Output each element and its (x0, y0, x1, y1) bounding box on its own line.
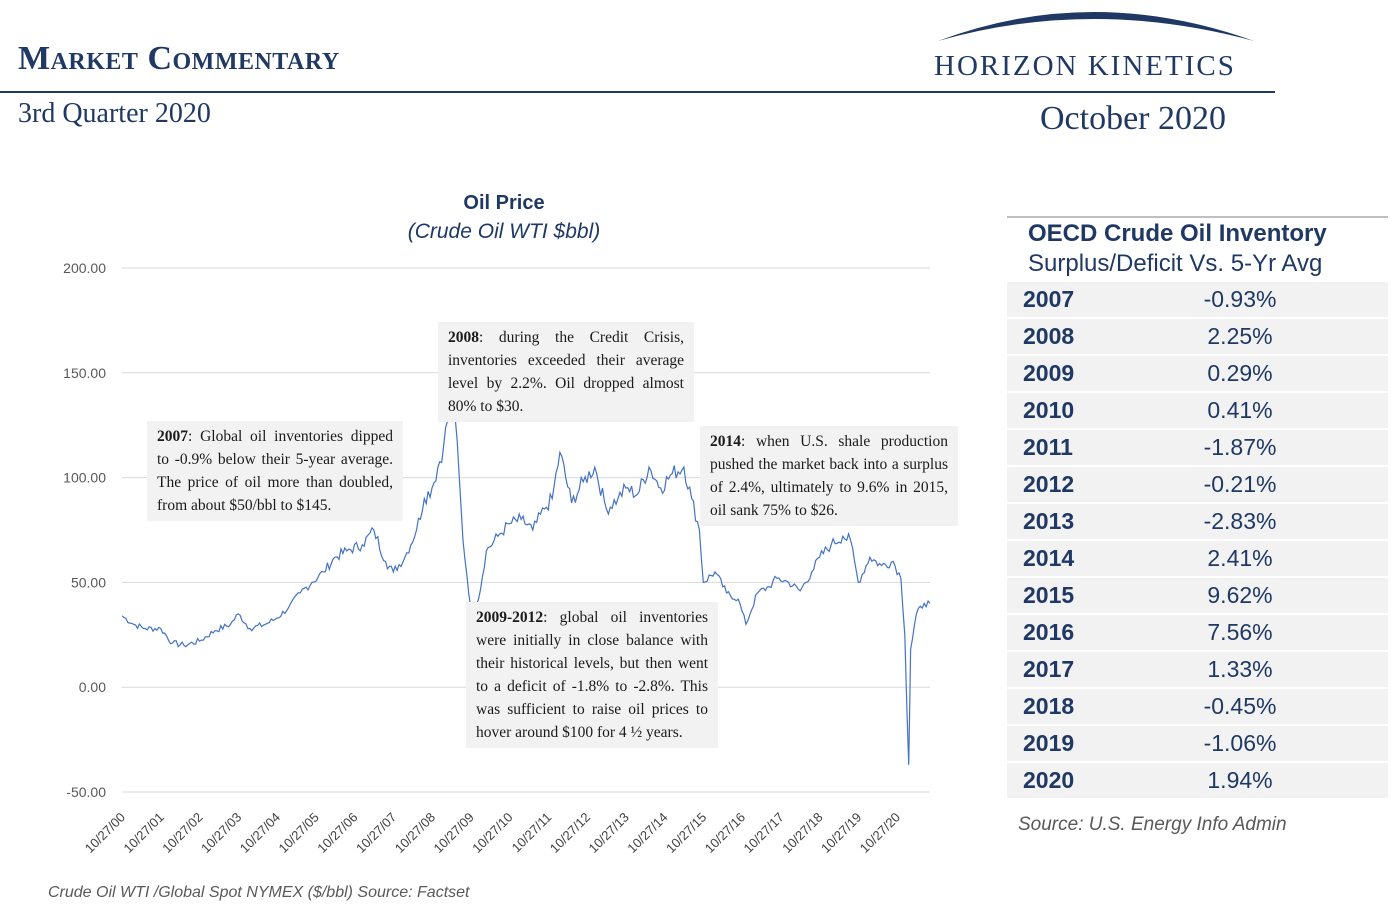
table-row: 2015 9.62% (1007, 578, 1388, 615)
row-year: 2020 (1023, 767, 1075, 793)
x-tick-label: 10/27/08 (392, 810, 438, 856)
x-tick-label: 10/27/16 (702, 810, 748, 856)
table-row: 2017 1.33% (1007, 652, 1388, 689)
table-row: 2008 2.25% (1007, 319, 1388, 356)
x-tick-label: 10/27/18 (779, 810, 825, 856)
row-value: 0.41% (1207, 397, 1273, 423)
row-value: 2.41% (1207, 545, 1273, 571)
x-tick-label: 10/27/05 (275, 810, 321, 856)
table-row: 2018 -0.45% (1007, 689, 1388, 726)
row-year: 2016 (1023, 619, 1075, 645)
y-tick-label: 50.00 (71, 574, 106, 590)
y-tick-label: -50.00 (66, 784, 106, 800)
report-date: October 2020 (1040, 100, 1227, 137)
table-row: 2011 -1.87% (1007, 430, 1388, 467)
y-tick-label: 0.00 (79, 679, 106, 695)
table-row: 2014 2.41% (1007, 541, 1388, 578)
x-tick-label: 10/27/07 (353, 810, 399, 856)
table-row: 2016 7.56% (1007, 615, 1388, 652)
annotation-text: : when U.S. shale production pushed the … (710, 433, 948, 519)
y-tick-label: 150.00 (63, 365, 106, 381)
row-year: 2018 (1023, 693, 1075, 719)
chart-source: Crude Oil WTI /Global Spot NYMEX ($/bbl)… (48, 884, 470, 901)
table-row: 2012 -0.21% (1007, 467, 1388, 504)
row-year: 2007 (1023, 286, 1075, 312)
x-tick-label: 10/27/03 (198, 810, 244, 856)
x-tick-label: 10/27/02 (159, 810, 205, 856)
annotation-lead: 2014 (710, 433, 741, 450)
document-title: Market Commentary (18, 40, 340, 77)
annotation-2009-2012: 2009-2012: global oil inventories were i… (466, 602, 718, 748)
x-tick-label: 10/27/04 (237, 810, 283, 856)
row-year: 2013 (1023, 508, 1075, 534)
table-row: 2013 -2.83% (1007, 504, 1388, 541)
row-value: -0.21% (1203, 471, 1277, 497)
inventory-subtitle: Surplus/Deficit Vs. 5-Yr Avg (1028, 250, 1323, 277)
row-value: 7.56% (1207, 619, 1273, 645)
row-year: 2017 (1023, 656, 1075, 682)
x-tick-label: 10/27/15 (663, 810, 709, 856)
annotation-2007: 2007: Global oil inventories dipped to -… (147, 421, 403, 521)
annotation-lead: 2009-2012 (476, 609, 544, 626)
oil-price-chart: 200.00 150.00 100.00 50.00 0.00 -50.00 10/27/… (63, 260, 931, 856)
row-year: 2009 (1023, 360, 1075, 386)
annotation-lead: 2008 (448, 329, 479, 346)
x-tick-label: 10/27/13 (586, 810, 632, 856)
annotation-2008: 2008: during the Credit Crisis, inventor… (438, 322, 694, 422)
annotation-lead: 2007 (157, 428, 188, 445)
row-value: -0.93% (1203, 286, 1277, 312)
header-rule (0, 91, 1275, 93)
inventory-table: OECD Crude Oil Inventory Surplus/Deficit… (1007, 216, 1388, 800)
row-year: 2012 (1023, 471, 1075, 497)
x-tick-label: 10/27/06 (314, 810, 360, 856)
chart-title: Oil Price (463, 192, 545, 214)
inventory-source: Source: U.S. Energy Info Admin (1018, 814, 1287, 835)
annotation-text: : during the Credit Crisis, inventories … (448, 329, 684, 415)
x-tick-label: 10/27/00 (82, 810, 128, 856)
row-year: 2010 (1023, 397, 1075, 423)
brand-name: HORIZON KINETICS (934, 50, 1236, 82)
row-year: 2008 (1023, 323, 1075, 349)
row-value: -1.87% (1203, 434, 1277, 460)
table-top-rule (1007, 216, 1388, 218)
row-value: -1.06% (1203, 730, 1277, 756)
x-tick-label: 10/27/12 (547, 810, 593, 856)
horizon-kinetics-logo (938, 12, 1254, 41)
oil-price-line (121, 393, 931, 765)
row-year: 2015 (1023, 582, 1075, 608)
x-tick-label: 10/27/19 (818, 810, 864, 856)
table-row: 2020 1.94% (1007, 763, 1388, 800)
row-value: 9.62% (1207, 582, 1273, 608)
inventory-title: OECD Crude Oil Inventory (1028, 220, 1327, 247)
chart-subtitle: (Crude Oil WTI $bbl) (407, 220, 601, 243)
table-row: 2007 -0.93% (1007, 282, 1388, 319)
inventory-rows: 2007 -0.93% 2008 2.25% 2009 0.29% 2010 0.41% 201… (1007, 282, 1388, 800)
row-year: 2011 (1023, 434, 1073, 460)
x-tick-label: 10/27/01 (120, 810, 166, 856)
quarter-label: 3rd Quarter 2020 (18, 98, 211, 129)
y-tick-label: 100.00 (63, 470, 106, 486)
annotation-2014: 2014: when U.S. shale production pushed … (700, 426, 958, 526)
row-value: 2.25% (1207, 323, 1273, 349)
x-tick-label: 10/27/20 (857, 810, 903, 856)
row-year: 2019 (1023, 730, 1075, 756)
row-value: 1.94% (1207, 767, 1273, 793)
row-value: -2.83% (1203, 508, 1277, 534)
table-row: 2009 0.29% (1007, 356, 1388, 393)
x-tick-label: 10/27/17 (741, 810, 787, 856)
row-value: 1.33% (1207, 656, 1273, 682)
row-value: -0.45% (1203, 693, 1277, 719)
annotation-text: : Global oil inventories dipped to -0.9%… (157, 428, 393, 514)
row-year: 2014 (1023, 545, 1075, 571)
x-tick-label: 10/27/10 (469, 810, 515, 856)
table-row: 2010 0.41% (1007, 393, 1388, 430)
table-row: 2019 -1.06% (1007, 726, 1388, 763)
x-tick-label: 10/27/14 (624, 810, 670, 856)
x-tick-label: 10/27/09 (431, 810, 477, 856)
y-tick-label: 200.00 (63, 260, 106, 276)
annotation-text: : global oil inventories were initially … (476, 609, 708, 741)
row-value: 0.29% (1207, 360, 1273, 386)
x-tick-label: 10/27/11 (509, 810, 555, 856)
